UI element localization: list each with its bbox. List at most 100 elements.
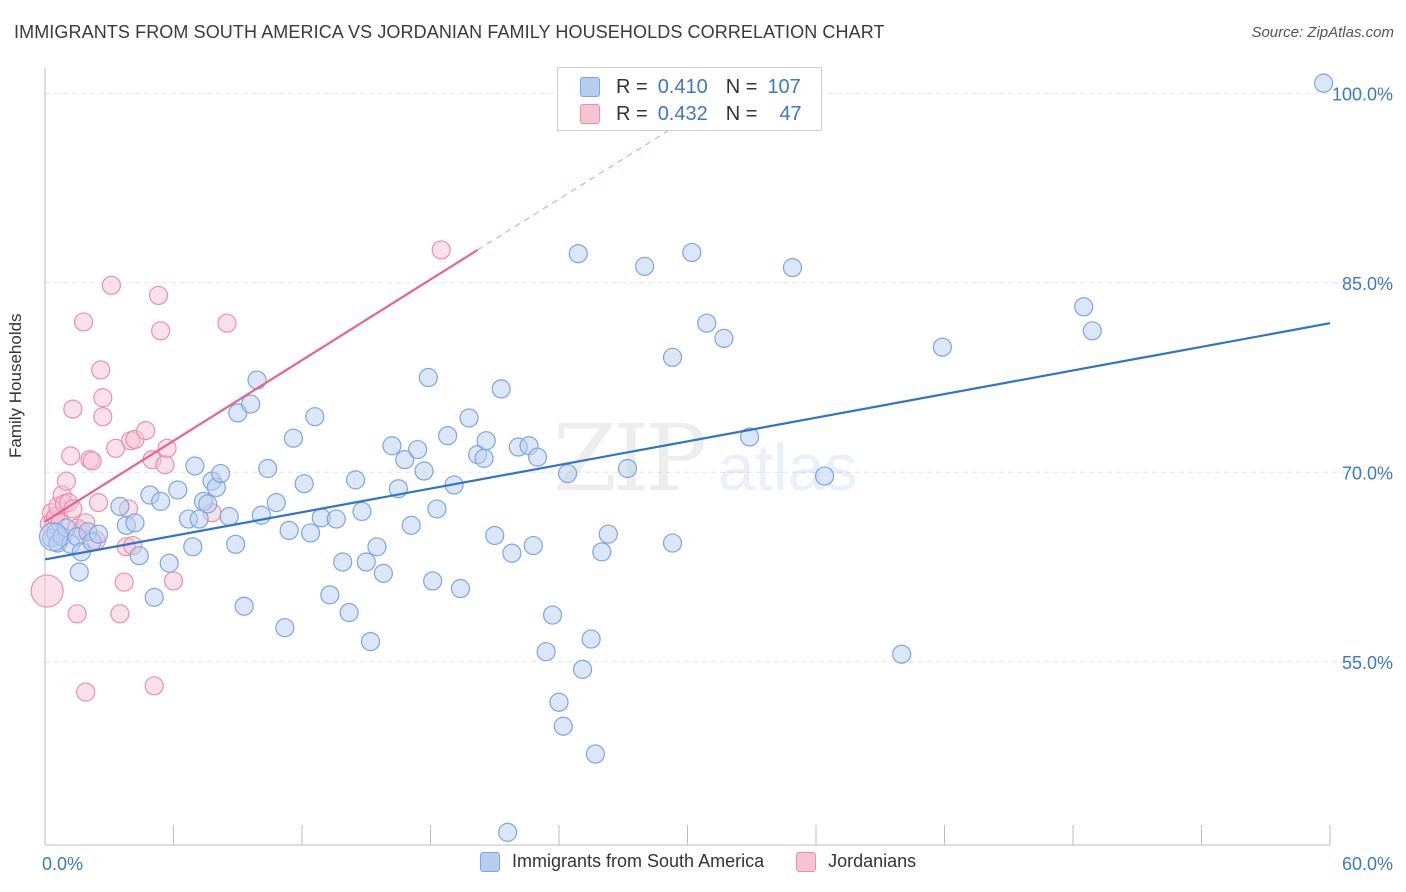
south-america-point <box>932 337 952 357</box>
south-america-point <box>367 537 387 557</box>
south-america-point <box>305 407 325 427</box>
legend-n-value: 47 <box>779 102 802 125</box>
y-tick-label: 55.0% <box>1342 653 1393 673</box>
jordanians-point <box>93 407 113 427</box>
legend-n-label: N = <box>725 102 758 125</box>
series-legend: Immigrants from South America Jordanians <box>480 851 948 872</box>
south-america-point <box>294 474 314 494</box>
south-america-point <box>1313 73 1334 93</box>
series-legend-item-south-america[interactable]: Immigrants from South America <box>480 851 764 872</box>
south-america-point <box>740 427 760 447</box>
legend-r-value: 0.432 <box>657 102 708 125</box>
jordanians-point <box>431 240 451 260</box>
south-america-point <box>485 525 505 546</box>
legend-n-label: N = <box>725 75 758 98</box>
series-legend-label: Jordanians <box>828 851 917 871</box>
legend-n-value: 107 <box>767 75 801 98</box>
south-america-point <box>682 242 702 263</box>
gridlines <box>45 92 1395 663</box>
south-america-point <box>395 450 415 470</box>
trend-lines <box>44 115 1331 561</box>
south-america-point <box>568 244 588 264</box>
south-america-point <box>617 458 638 479</box>
south-america-point <box>125 513 145 533</box>
watermark-atlas: atlas <box>718 430 857 504</box>
jordanians-point <box>56 471 77 491</box>
south-america-point <box>542 605 563 625</box>
south-america-point <box>300 523 321 543</box>
axes <box>44 68 1331 846</box>
south-america-point <box>360 631 381 652</box>
south-america-point <box>339 602 359 623</box>
south-america-point <box>523 535 543 556</box>
south-america-point <box>714 328 734 348</box>
legend-r-label: R = <box>616 102 648 125</box>
legend-swatch-blue <box>580 77 600 97</box>
south-america-point <box>635 256 655 276</box>
watermark-zip: ZIP <box>553 405 704 512</box>
south-america-point <box>275 618 295 638</box>
south-america-point <box>185 456 205 476</box>
south-america-point <box>498 822 518 842</box>
correlation-legend: R = 0.410 N = 107 R = 0.432 N = 47 <box>557 67 822 131</box>
south-america-point <box>414 461 434 481</box>
jordanians-point <box>61 446 81 466</box>
south-america-point <box>247 370 267 390</box>
south-america-point <box>450 578 471 599</box>
jordanians-point <box>101 275 121 295</box>
south-america-point <box>598 524 618 544</box>
south-america-point <box>234 596 254 616</box>
south-america-point <box>892 644 912 664</box>
jordanians-point <box>155 455 175 475</box>
south-america-point <box>491 379 511 399</box>
jordanians-point <box>73 312 94 332</box>
jordanians-point <box>67 604 87 624</box>
south-america-point <box>536 642 556 662</box>
legend-swatch-pink <box>580 104 600 124</box>
south-america-point <box>211 463 231 484</box>
south-america-point <box>333 552 353 572</box>
south-america-point <box>585 744 606 764</box>
y-tick-label: 85.0% <box>1342 274 1393 294</box>
jordanians-points <box>30 240 451 702</box>
jordanians-point <box>30 574 64 608</box>
south-america-point <box>572 659 593 679</box>
south-america-point <box>352 501 372 522</box>
chart-title: IMMIGRANTS FROM SOUTH AMERICA VS JORDANI… <box>14 22 885 42</box>
south-america-point <box>159 553 179 573</box>
tick-labels: 55.0% 70.0% 85.0% 100.0% 0.0% 60.0% <box>42 84 1393 874</box>
jordanians-point <box>144 676 164 696</box>
south-america-point <box>782 258 803 278</box>
watermark: ZIP atlas <box>553 405 857 512</box>
jordanians-point <box>157 438 177 458</box>
jordanians-point <box>114 572 134 592</box>
series-swatch-pink <box>796 851 817 872</box>
jordanians-point <box>93 388 113 408</box>
south-america-point <box>382 436 402 456</box>
legend-row-south-america: R = 0.410 N = 107 <box>580 74 801 100</box>
jordanians-point <box>76 682 96 702</box>
south-america-point <box>662 533 683 553</box>
jordanians-point <box>106 438 126 458</box>
jordanians-point <box>91 360 111 380</box>
south-america-point <box>476 431 496 451</box>
south-america-point <box>38 522 69 552</box>
series-legend-item-jordanians[interactable]: Jordanians <box>796 851 916 872</box>
south-america-point <box>88 524 109 544</box>
south-america-point <box>129 546 149 566</box>
south-america-point <box>459 408 479 428</box>
south-america-point <box>1074 297 1094 317</box>
south-america-point <box>427 499 447 519</box>
south-america-point <box>1082 321 1102 341</box>
south-america-point <box>151 491 171 511</box>
jordanians-point <box>82 451 102 471</box>
south-america-point <box>110 496 130 517</box>
y-tick-label: 100.0% <box>1332 84 1393 104</box>
jordanians-point <box>151 321 171 341</box>
south-america-point <box>168 480 188 500</box>
jordanians-point <box>63 399 83 419</box>
south-america-point <box>662 347 683 367</box>
south-america-point <box>69 562 89 582</box>
jordanians-trend-line <box>44 249 479 523</box>
